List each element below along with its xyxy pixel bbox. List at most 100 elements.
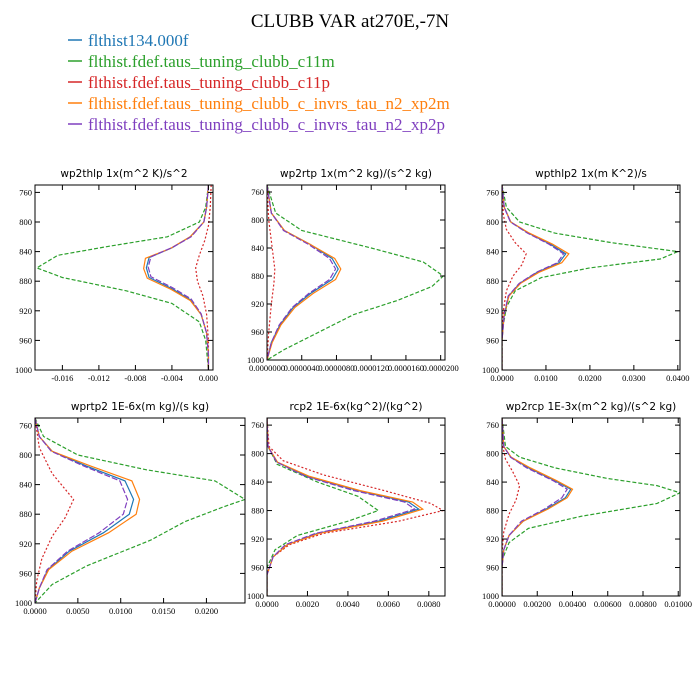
series-line (35, 185, 210, 370)
y-tick-label: 960 (19, 568, 32, 578)
legend-label: flthist.fdef.taus_tuning_clubb_c_invrs_t… (88, 94, 450, 113)
x-tick-label: 0.0040 (336, 599, 359, 609)
y-tick-label: 840 (251, 243, 264, 253)
x-tick-label: 0.0080 (417, 599, 440, 609)
y-tick-label: 800 (251, 449, 264, 459)
series-line (267, 185, 339, 360)
plot-frame (266, 184, 446, 361)
x-tick-label: 0.0050 (66, 606, 89, 616)
series-line (502, 418, 680, 596)
y-tick-label: 1000 (247, 591, 264, 601)
y-tick-label: 760 (251, 187, 264, 197)
x-tick-label: 0.00200 (523, 599, 551, 609)
y-tick-label: 960 (486, 563, 499, 573)
panel: wp2rcp 1E-3x(m^2 kg)/(s^2 kg) 760 800 840 88… (482, 401, 692, 609)
x-tick-label: 0.0300 (622, 373, 645, 383)
y-tick-label: 880 (251, 506, 264, 516)
legend: flthist134.000f flthist.fdef.taus_tuning_… (68, 31, 450, 134)
x-tick-label: 0.00400 (559, 599, 587, 609)
y-tick-label: 1000 (482, 591, 499, 601)
x-tick-label: 0.0000120 (353, 363, 389, 373)
y-tick-label: 1000 (247, 355, 264, 365)
plot-frame (501, 417, 681, 597)
panel: wprtp2 1E-6x(m kg)/(s kg) 760 800 840 880 920… (15, 401, 246, 616)
y-tick-label: 840 (19, 247, 32, 257)
plot-frame (34, 184, 214, 371)
plot-frame (34, 417, 246, 604)
x-tick-label: 0.0000 (255, 599, 278, 609)
x-tick-label: 0.0000040 (284, 363, 320, 373)
x-tick-label: 0.0100 (534, 373, 557, 383)
y-tick-label: 920 (251, 299, 264, 309)
series-line (502, 418, 521, 596)
x-tick-label: 0.0200 (578, 373, 601, 383)
y-tick-label: 800 (486, 217, 499, 227)
legend-label: flthist134.000f (88, 31, 189, 50)
series-line (267, 418, 380, 596)
series-line (267, 418, 425, 596)
y-tick-label: 880 (486, 276, 499, 286)
series-line (267, 418, 421, 596)
panel-title: wp2thlp 1x(m^2 K)/s^2 (60, 168, 187, 180)
series-line (502, 185, 527, 370)
series-group (35, 418, 245, 603)
y-tick-label: 920 (486, 534, 499, 544)
x-tick-label: 0.0150 (152, 606, 175, 616)
x-tick-label: -0.016 (51, 373, 73, 383)
x-tick-label: 0.0020 (296, 599, 319, 609)
x-tick-label: -0.008 (124, 373, 146, 383)
y-tick-label: 800 (19, 217, 32, 227)
series-line (502, 185, 570, 370)
legend-label: flthist.fdef.taus_tuning_clubb_c11p (88, 73, 330, 92)
panel-title: wpthlp2 1x(m K^2)/s (535, 168, 647, 180)
y-tick-label: 1000 (482, 365, 499, 375)
series-line (267, 418, 417, 596)
y-tick-label: 920 (19, 539, 32, 549)
y-tick-label: 800 (251, 215, 264, 225)
legend-item: flthist.fdef.taus_tuning_clubb_c11m (68, 52, 335, 71)
x-tick-label: 0.0000160 (388, 363, 424, 373)
x-tick-label: 0.0060 (377, 599, 400, 609)
y-tick-label: 1000 (15, 365, 32, 375)
y-tick-label: 840 (486, 247, 499, 257)
x-tick-label: 0.0200 (195, 606, 218, 616)
x-tick-label: 0.0000 (490, 373, 513, 383)
x-tick-label: 0.01000 (664, 599, 692, 609)
y-tick-label: 880 (19, 276, 32, 286)
y-tick-label: 800 (486, 449, 499, 459)
series-group (502, 418, 680, 596)
y-tick-label: 960 (251, 563, 264, 573)
x-tick-label: 0.0000080 (318, 363, 354, 373)
x-tick-label: 0.0000000 (249, 363, 285, 373)
series-line (145, 185, 210, 370)
y-tick-label: 960 (251, 327, 264, 337)
series-line (195, 185, 212, 370)
series-line (35, 418, 135, 603)
figure-title: CLUBB VAR at270E,-7N (251, 11, 450, 32)
panel: wp2rtp 1x(m^2 kg)/(s^2 kg) 760 800 840 880 92… (247, 168, 459, 373)
series-line (502, 418, 572, 596)
panel-title: rcp2 1E-6x(kg^2)/(kg^2) (290, 401, 423, 413)
series-group (267, 185, 445, 360)
panel: rcp2 1E-6x(kg^2)/(kg^2) 760 800 840 880 920 96… (247, 401, 446, 609)
panel-title: wp2rcp 1E-3x(m^2 kg)/(s^2 kg) (506, 401, 677, 413)
legend-item: flthist134.000f (68, 31, 189, 50)
x-tick-label: -0.012 (88, 373, 110, 383)
y-tick-label: 1000 (15, 598, 32, 608)
panel: wp2thlp 1x(m^2 K)/s^2 760 800 840 880 920 960 1… (15, 168, 218, 383)
y-tick-label: 960 (19, 335, 32, 345)
plot-frame (266, 417, 446, 597)
y-tick-label: 960 (486, 335, 499, 345)
y-tick-label: 760 (19, 420, 32, 430)
x-tick-label: 0.0400 (666, 373, 689, 383)
series-line (147, 185, 210, 370)
legend-label: flthist.fdef.taus_tuning_clubb_c11m (88, 52, 335, 71)
legend-item: flthist.fdef.taus_tuning_clubb_c_invrs_t… (68, 115, 445, 134)
series-line (502, 418, 574, 596)
legend-label: flthist.fdef.taus_tuning_clubb_c_invrs_t… (88, 115, 445, 134)
series-group (502, 185, 680, 370)
y-tick-label: 800 (19, 450, 32, 460)
x-tick-label: -0.004 (161, 373, 184, 383)
y-tick-label: 920 (19, 306, 32, 316)
